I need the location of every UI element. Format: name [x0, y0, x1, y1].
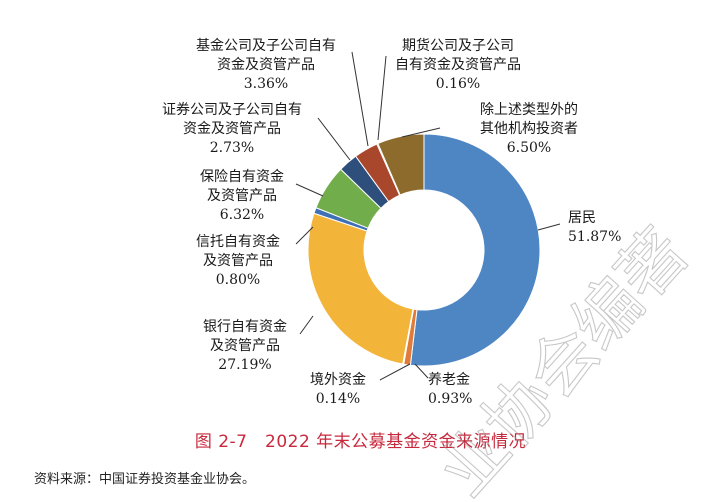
leader-line-4 [295, 226, 314, 245]
slice-label-5: 保险自有资金及资管产品 6.32% [200, 169, 284, 223]
slice-label-6: 证券公司及子公司自有资金及资管产品 2.73% [162, 102, 302, 156]
slice-label-3: 银行自有资金及资管产品 27.19% [203, 319, 287, 373]
leader-line-1 [414, 363, 429, 379]
slice-labels: 居民 51.87% 养老金 0.93% 境外资金 0.14% 银行自有资金及资管产品 27.1… [162, 37, 621, 407]
source-note: 资料来源：中国证券投资基金业协会。 [34, 472, 256, 487]
leader-line-9 [401, 127, 441, 138]
figure-caption: 图 2-7 2022 年末公募基金资金来源情况 [194, 432, 527, 452]
leader-line-7 [351, 51, 369, 147]
slice-label-2: 境外资金 0.14% [310, 372, 366, 407]
donut-chart: 居民 51.87% 养老金 0.93% 境外资金 0.14% 银行自有资金及资管产品 27.1… [162, 37, 621, 407]
leader-line-2 [379, 363, 411, 381]
leader-line-3 [299, 315, 314, 335]
slice-label-1: 养老金 0.93% [428, 372, 472, 407]
leader-line-0 [537, 223, 561, 231]
slice-label-7: 基金公司及子公司自有资金及资管产品 3.36% [196, 37, 336, 92]
leader-line-6 [317, 117, 351, 161]
slice-9 [377, 133, 425, 196]
slice-label-0: 居民 51.87% [568, 210, 621, 245]
leader-lines [295, 51, 561, 381]
donut-slices [307, 133, 541, 367]
slice-label-4: 信托自有资金及资管产品 0.80% [196, 234, 280, 288]
leader-line-8 [377, 55, 387, 141]
slice-0 [409, 133, 541, 367]
slice-label-8: 期货公司及子公司自有资金及资管产品 0.16% [395, 37, 521, 92]
slice-3 [307, 212, 414, 365]
leader-line-5 [295, 183, 324, 197]
slice-label-9: 除上述类型外的其他机构投资者 6.50% [480, 102, 578, 156]
